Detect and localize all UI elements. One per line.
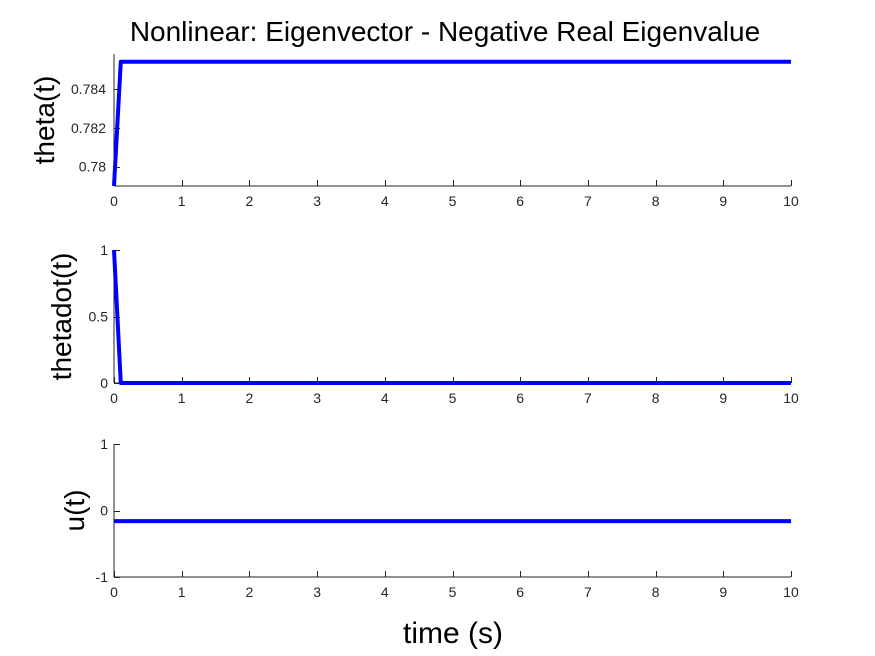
y-tick-label: 0.784	[71, 81, 106, 97]
x-tick-label: 10	[783, 193, 799, 209]
x-tick-label: 5	[449, 390, 457, 406]
x-tick-label: 8	[652, 390, 660, 406]
x-tick-label: 8	[652, 193, 660, 209]
y-tick-label: -1	[96, 569, 109, 585]
x-tick-label: 6	[516, 390, 524, 406]
x-tick-label: 10	[783, 390, 799, 406]
x-tick-label: 3	[313, 584, 321, 600]
y-axis-label: theta(t)	[29, 76, 60, 165]
x-tick-label: 3	[313, 390, 321, 406]
x-tick-label: 1	[178, 584, 186, 600]
x-tick-label: 9	[719, 390, 727, 406]
x-tick-label: 6	[516, 584, 524, 600]
x-axis-label: time (s)	[403, 617, 503, 650]
y-axis-label: u(t)	[59, 490, 90, 532]
x-tick-label: 9	[719, 584, 727, 600]
x-tick-label: 2	[246, 193, 254, 209]
x-tick-label: 9	[719, 193, 727, 209]
y-tick-label: 0	[100, 375, 108, 391]
x-tick-label: 0	[110, 584, 118, 600]
x-tick-label: 7	[584, 390, 592, 406]
x-tick-label: 1	[178, 193, 186, 209]
subplot-2: 0 1 2 3 4 5 6 7 8 9 10 0 0.5 1 thetadot(t)	[46, 242, 799, 406]
x-tick-label: 7	[584, 193, 592, 209]
y-tick-label: 1	[100, 436, 108, 452]
x-tick-label: 4	[381, 193, 389, 209]
y-tick-label: 0	[100, 503, 108, 519]
y-tick-label: 0.5	[89, 309, 109, 325]
y-tick-label: 1	[100, 242, 108, 258]
x-tick-label: 2	[246, 584, 254, 600]
x-tick-label: 8	[652, 584, 660, 600]
series-line	[112, 59, 791, 187]
subplot-1: 0 1 2 3 4 5 6 7 8 9 10 0.78 0.782 0.784 theta(t)	[29, 54, 799, 209]
chart-title: Nonlinear: Eigenvector - Negative Real E…	[130, 16, 760, 47]
x-tick-label: 5	[449, 193, 457, 209]
x-tick-label: 5	[449, 584, 457, 600]
x-tick-label: 2	[246, 390, 254, 406]
y-axis-label: thetadot(t)	[46, 253, 77, 381]
y-tick-label: 0.78	[79, 159, 106, 175]
x-tick-label: 10	[783, 584, 799, 600]
x-tick-label: 7	[584, 584, 592, 600]
x-tick-label: 4	[381, 584, 389, 600]
x-tick-label: 0	[110, 193, 118, 209]
y-tick-label: 0.782	[71, 120, 106, 136]
x-tick-label: 3	[313, 193, 321, 209]
x-tick-label: 6	[516, 193, 524, 209]
x-tick-label: 4	[381, 390, 389, 406]
x-tick-label: 1	[178, 390, 186, 406]
series-line	[112, 249, 791, 385]
x-tick-label: 0	[110, 390, 118, 406]
